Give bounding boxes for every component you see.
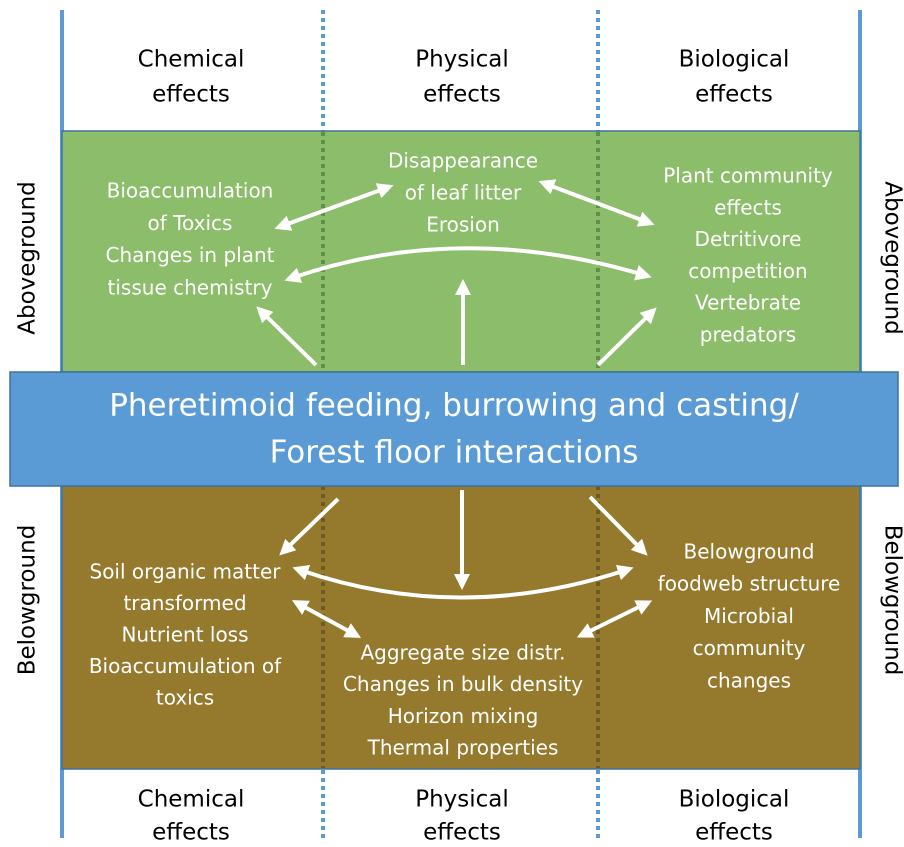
effect-text: of Toxics [148,211,233,235]
effect-text: effects [714,195,782,219]
effect-text: changes [707,668,791,692]
effect-text: predators [700,323,796,347]
box-dividers [321,132,600,768]
side-label: Aboveground [15,181,41,335]
effect-text: Erosion [426,213,500,237]
effect-text: Aggregate size distr. [360,641,565,665]
column-header: Biological [679,47,790,73]
column-footer: Biological [679,787,790,813]
effect-text: Plant community [663,164,833,188]
effect-text: tissue chemistry [108,275,273,299]
effect-text: Changes in plant [106,243,275,267]
effect-text: Changes in bulk density [343,672,583,696]
effect-text: of leaf litter [405,181,522,205]
center-title: Pheretimoid feeding, burrowing and casti… [109,388,799,424]
effect-text: Horizon mixing [388,704,539,728]
effect-text: Soil organic matter [90,560,282,584]
center-band [9,371,899,487]
column-footer: effects [695,820,773,846]
column-header: effects [152,82,230,108]
effect-text: Detritivore [695,227,802,251]
center-title: Forest floor interactions [270,435,639,471]
column-footer: Chemical [138,787,245,813]
effect-text: Bioaccumulation of [89,654,282,678]
column-header: Chemical [138,47,245,73]
column-footer: effects [152,820,230,846]
effect-text: Thermal properties [367,736,559,760]
effect-text: Microbial [704,604,794,628]
effect-text: Disappearance [388,149,538,173]
column-footer: Physical [415,787,509,813]
effect-text: Nutrient loss [121,623,248,647]
column-header: Physical [415,47,509,73]
column-header: effects [695,82,773,108]
effect-text: community [693,636,806,660]
column-footer: effects [423,820,501,846]
effect-text: competition [688,259,807,283]
arrows [256,179,657,638]
side-label: Belowground [880,525,904,676]
effect-text: toxics [156,686,214,710]
effect-text: Vertebrate [695,291,801,315]
effect-text: foodweb structure [658,572,841,596]
effect-text: Bioaccumulation [107,179,274,203]
side-label: Belowground [15,525,41,676]
side-label: Aboveground [880,181,904,335]
effect-text: transformed [123,591,246,615]
column-header: effects [423,82,501,108]
effect-text: Belowground [684,540,815,564]
